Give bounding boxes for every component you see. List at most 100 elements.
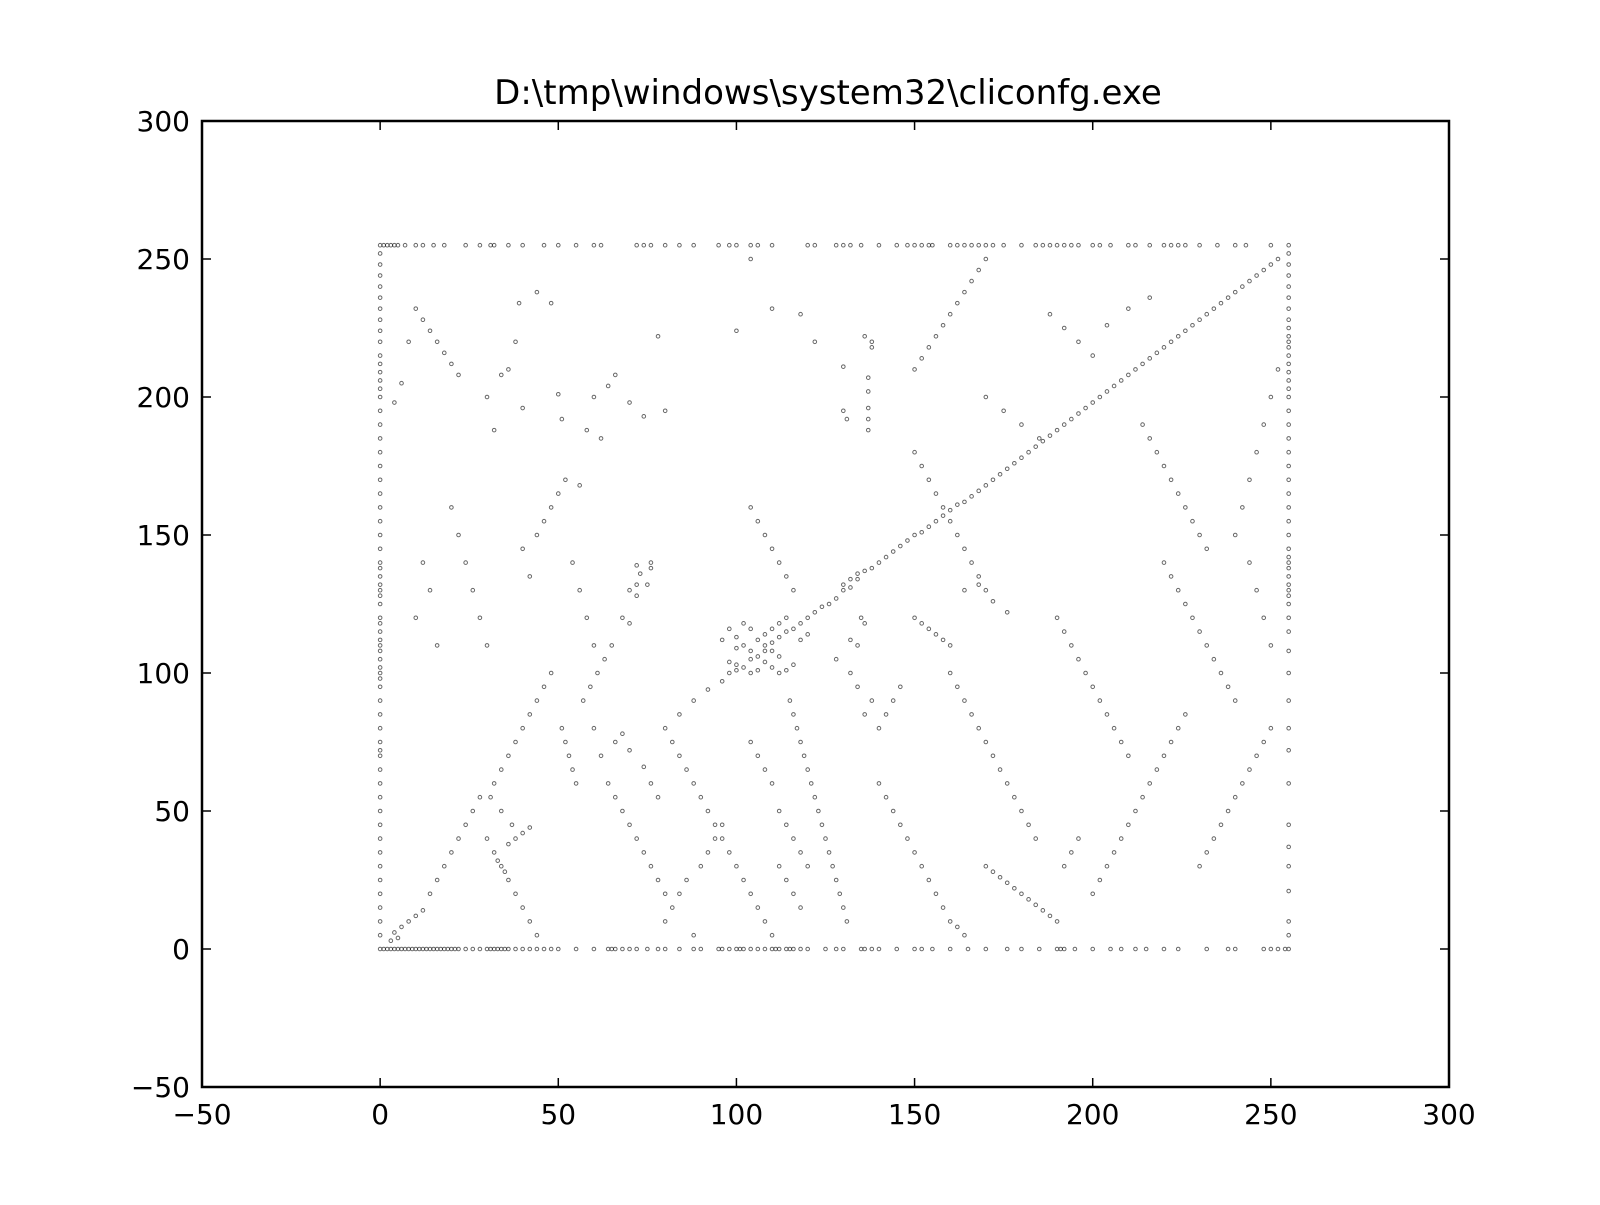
scatter-point [1175,725,1181,731]
scatter-point [1140,422,1145,427]
scatter-point [848,242,853,248]
scatter-point [566,753,572,759]
scatter-point [506,877,511,883]
scatter-point [495,858,501,863]
scatter-point [1004,466,1010,472]
scatter-point [377,532,383,538]
scatter-point [748,242,753,248]
scatter-point [591,643,597,648]
scatter-point [919,242,924,248]
scatter-point [883,712,889,717]
scatter-point [456,946,461,952]
x-tick-label: 150 [888,1098,941,1131]
scatter-point [1108,946,1113,952]
scatter-point [833,877,839,883]
scatter-point [1147,295,1153,300]
scatter-point [769,546,775,552]
scatter-point [833,656,839,662]
scatter-point [427,587,433,593]
scatter-point [1268,394,1274,400]
scatter-point [527,574,533,579]
scatter-point [848,637,853,643]
scatter-point [1133,946,1138,952]
scatter-point [997,471,1003,477]
x-tick-label: 50 [540,1098,576,1131]
scatter-point [595,670,600,676]
scatter-point [969,494,974,499]
scatter-point [1286,919,1291,924]
scatter-point [947,670,953,676]
scatter-point [520,725,525,731]
scatter-point [506,242,511,248]
scatter-point [534,532,540,538]
scatter-point [912,615,917,621]
scatter-point [862,333,867,339]
scatter-point [691,781,696,786]
scatter-point [1286,781,1291,786]
scatter-point [434,877,440,883]
scatter-point [498,372,504,378]
scatter-point [677,242,682,248]
scatter-point [762,767,768,772]
scatter-point [841,946,846,952]
scatter-point [477,794,483,800]
scatter-point [1168,339,1174,345]
scatter-point [513,891,518,897]
scatter-point [830,863,835,869]
scatter-point [580,698,586,703]
scatter-point [869,698,875,703]
scatter-point [755,518,761,524]
scatter-point [456,836,461,841]
scatter-point [1197,317,1202,323]
scatter-point [912,946,917,952]
scatter-point [858,242,864,248]
scatter-point [1275,946,1281,952]
scatter-point [784,877,789,883]
scatter-point [463,822,468,828]
scatter-point [955,924,960,930]
scatter-point [1286,587,1291,593]
scatter-point [1286,333,1291,339]
scatter-point [1133,367,1138,372]
scatter-point [1147,242,1153,248]
scatter-point [990,242,996,248]
scatter-point [420,560,426,565]
scatter-point [1154,350,1160,356]
scatter-point [1047,433,1053,438]
scatter-point [1175,242,1181,248]
scatter-point [1133,242,1138,248]
scatter-point [648,565,654,571]
scatter-point [1232,242,1238,248]
scatter-point [1183,328,1188,334]
scatter-point [1061,629,1067,634]
scatter-point [894,242,900,248]
scatter-point [1232,698,1238,703]
scatter-point [1140,361,1145,367]
scatter-point [983,394,989,400]
scatter-point [509,822,515,828]
scatter-point [377,295,383,300]
scatter-point [1218,822,1224,828]
scatter-point [612,946,618,952]
scatter-point [1286,518,1291,524]
scatter-point [377,665,383,670]
scatter-point [1286,491,1291,496]
scatter-point [748,656,753,662]
scatter-point [527,919,533,924]
scatter-point [627,946,632,952]
scatter-point [377,560,383,565]
scatter-point [755,637,761,643]
y-tick-label: 100 [137,657,190,690]
scatter-point [826,601,832,607]
scatter-point [1026,897,1031,902]
scatter-point [377,643,383,648]
scatter-point [541,946,547,952]
scatter-point [983,242,989,248]
scatter-point [648,781,654,786]
scatter-point [1286,601,1291,607]
scatter-point [1286,698,1291,703]
scatter-point [755,753,761,759]
scatter-point [855,684,860,690]
scatter-point [377,836,383,841]
scatter-point [990,598,996,604]
